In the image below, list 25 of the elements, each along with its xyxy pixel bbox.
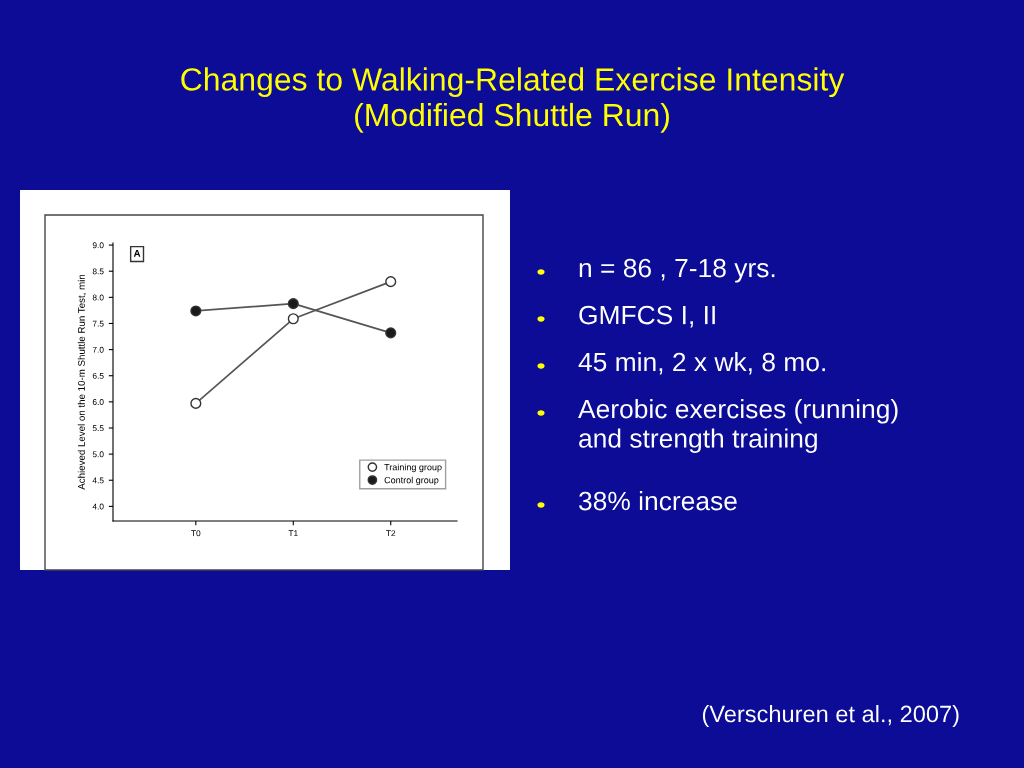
annotation: A [133,249,141,257]
y-tick-label: 9.0 [92,242,104,249]
y-tick-label: 6.5 [92,372,104,379]
text: Aerobic exercises (running) and strength training [578,399,898,453]
y-tick-label: 8.0 [92,294,104,301]
text: (Verschuren et al., 2007) [702,704,959,727]
legend-label: Control group [384,476,439,486]
text: GMFCS I, II [579,305,715,328]
y-tick-label: 6.0 [92,399,104,405]
text: n = 86 , 7-18 yrs. [579,258,775,283]
chart-title: Changes to Walking-Related Exercise Intensity (Modified Shuttle Run) [181,67,845,133]
x-tick-label: T2 [386,530,396,537]
x-tick-label: T1 [288,530,298,537]
y-tick-label: 7.5 [92,320,104,327]
legend-label: Training group [384,463,442,473]
y-tick-label: 4.5 [92,477,104,484]
y-tick-label: 8.5 [92,268,104,275]
y-tick-label: 5.0 [92,451,104,458]
text: 38% increase [579,491,737,511]
y-tick-label: 7.0 [92,346,104,353]
y-axis-title: Achieved Level on the 10-m Shuttle Run Test, min [77,274,87,490]
y-tick-label: 5.5 [92,425,104,432]
y-tick-label: 4.0 [92,503,104,510]
text: 45 min, 2 x wk, 8 mo. [578,352,825,375]
x-tick-label: T0 [191,530,201,537]
